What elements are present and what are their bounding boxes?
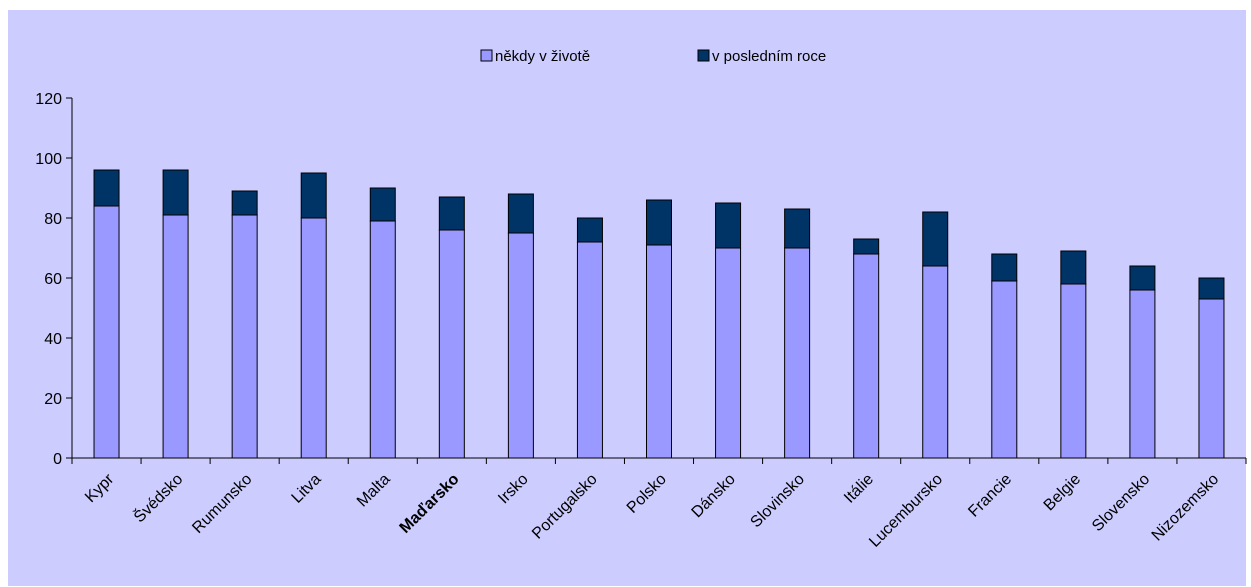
y-tick-label: 20 — [44, 391, 62, 408]
bar-segment-last-year — [646, 199, 672, 246]
bar-segment-last-year — [231, 190, 258, 216]
bar-segment-last-year — [922, 211, 949, 267]
bar-segment-last-year — [300, 172, 327, 219]
bar-segment-last-year — [1060, 250, 1087, 285]
legend-label: někdy v životě — [495, 48, 590, 65]
bars — [93, 169, 1225, 459]
bar-segment-last-year — [853, 238, 880, 255]
bar-segment-ever — [646, 244, 672, 459]
bar-segment-last-year — [369, 187, 396, 222]
bar-segment-last-year — [576, 217, 603, 243]
bar-segment-ever — [93, 205, 120, 459]
bar-segment-last-year — [162, 169, 189, 216]
bar-segment-last-year — [507, 193, 534, 234]
bar-segment-ever — [1129, 289, 1156, 459]
bar-segment-ever — [853, 253, 880, 459]
bar-segment-ever — [231, 214, 258, 459]
bar-segment-ever — [1198, 298, 1225, 459]
bar-segment-ever — [300, 217, 327, 459]
y-tick-label: 60 — [44, 271, 62, 288]
bar-segment-ever — [784, 247, 811, 459]
y-tick-label: 80 — [44, 211, 62, 228]
bar-segment-last-year — [715, 202, 742, 249]
chart-background — [8, 10, 1246, 586]
bar-segment-ever — [162, 214, 189, 459]
bar-segment-last-year — [438, 196, 465, 231]
legend: někdy v životě v posledním roce — [480, 48, 826, 65]
bar-segment-ever — [369, 220, 396, 459]
bar-segment-last-year — [1198, 277, 1225, 300]
bar-segment-ever — [715, 247, 742, 459]
legend-swatch — [697, 49, 710, 62]
bar-segment-last-year — [784, 208, 811, 249]
bar-segment-last-year — [1129, 265, 1156, 291]
bar-segment-ever — [922, 265, 949, 459]
bar-segment-ever — [507, 232, 534, 459]
bar-segment-last-year — [991, 253, 1018, 282]
bar-segment-ever — [438, 229, 465, 459]
y-tick-label: 40 — [44, 331, 62, 348]
bar-segment-last-year — [93, 169, 120, 207]
y-tick-label: 120 — [35, 91, 62, 108]
y-tick-label: 100 — [35, 151, 62, 168]
y-tick-label: 0 — [53, 451, 62, 468]
bar-segment-ever — [991, 280, 1018, 459]
legend-swatch — [480, 49, 493, 62]
bar-segment-ever — [1060, 283, 1087, 459]
legend-label: v posledním roce — [712, 48, 826, 65]
bar-segment-ever — [576, 241, 603, 459]
